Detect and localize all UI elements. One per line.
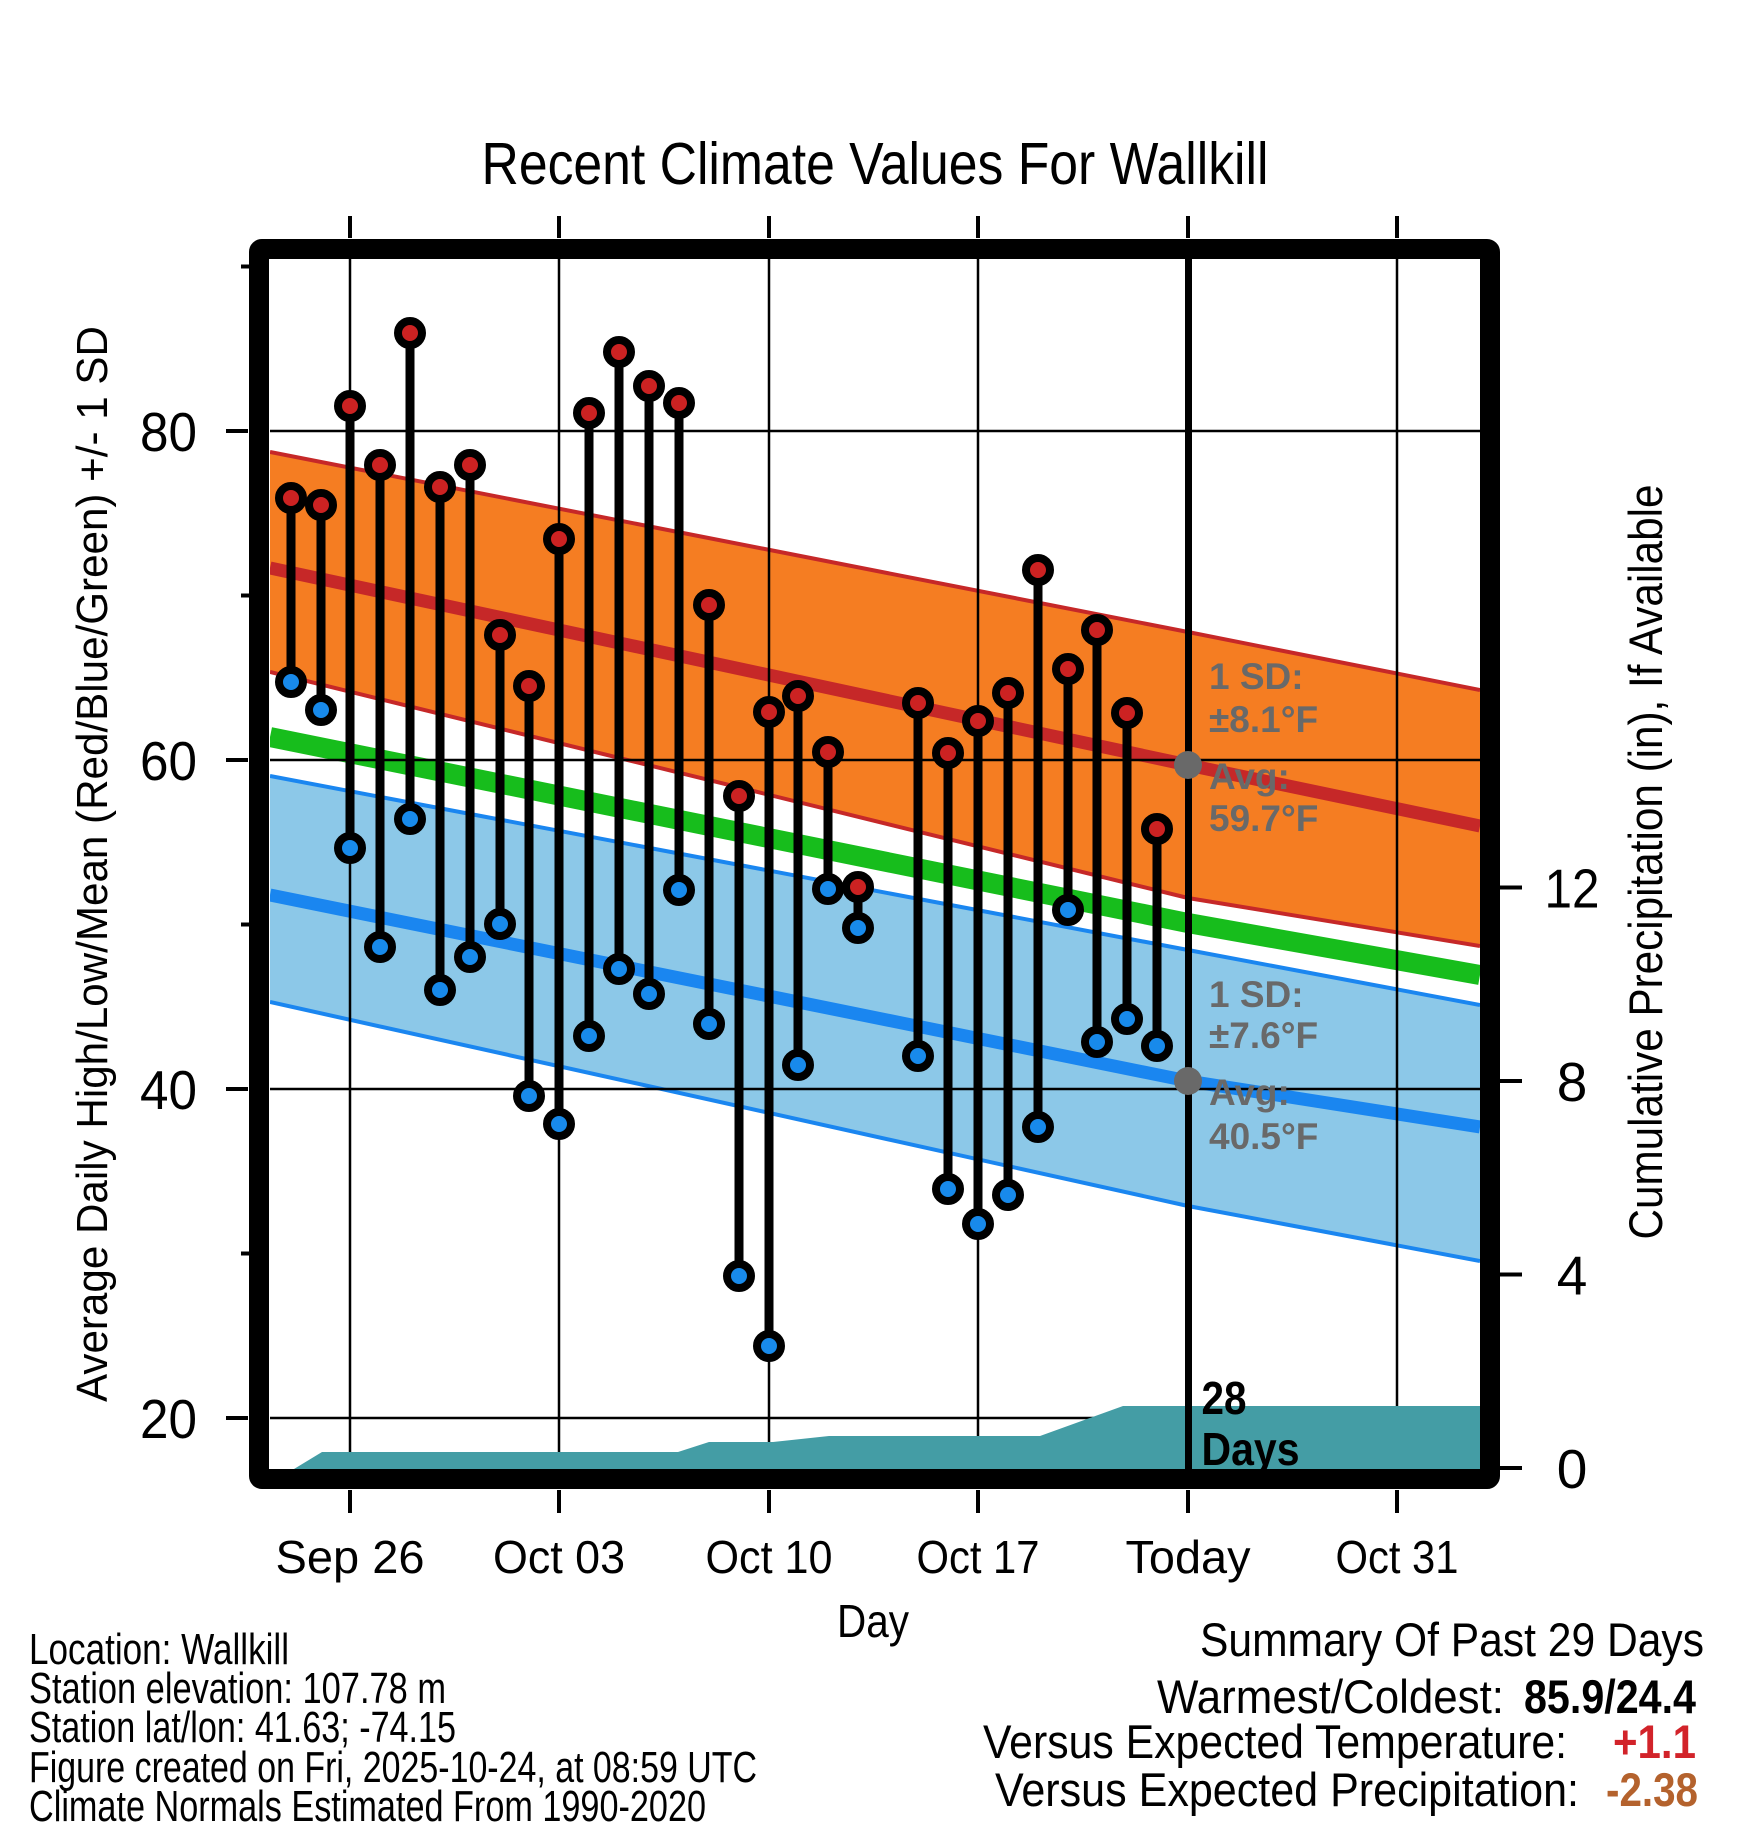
- svg-text:Figure created on Fri, 2025-10: Figure created on Fri, 2025-10-24, at 08…: [29, 1743, 757, 1792]
- svg-text:Oct 10: Oct 10: [706, 1531, 833, 1583]
- svg-text:±8.1°F: ±8.1°F: [1209, 699, 1318, 740]
- svg-text:±7.6°F: ±7.6°F: [1209, 1015, 1318, 1056]
- svg-text:85.9/24.4: 85.9/24.4: [1524, 1670, 1696, 1723]
- svg-text:Versus Expected Temperature:: Versus Expected Temperature:: [983, 1715, 1567, 1768]
- svg-text:Today: Today: [1126, 1531, 1251, 1583]
- svg-text:Days: Days: [1202, 1423, 1300, 1475]
- svg-text:+1.1: +1.1: [1613, 1715, 1696, 1768]
- svg-text:60: 60: [140, 730, 197, 792]
- svg-text:Oct 31: Oct 31: [1336, 1531, 1459, 1583]
- svg-text:Average Daily High/Low/Mean (R: Average Daily High/Low/Mean (Red/Blue/Gr…: [68, 326, 117, 1402]
- svg-text:Summary Of Past 29 Days: Summary Of Past 29 Days: [1200, 1613, 1704, 1666]
- svg-text:20: 20: [140, 1388, 197, 1450]
- svg-text:Location: Wallkill: Location: Wallkill: [29, 1625, 289, 1674]
- svg-text:59.7°F: 59.7°F: [1209, 798, 1318, 839]
- svg-text:4: 4: [1557, 1245, 1588, 1307]
- svg-text:Avg:: Avg:: [1209, 756, 1290, 797]
- svg-text:1 SD:: 1 SD:: [1209, 656, 1304, 697]
- svg-text:Oct 03: Oct 03: [493, 1531, 625, 1583]
- svg-text:Warmest/Coldest:: Warmest/Coldest:: [1157, 1670, 1504, 1723]
- svg-text:Sep 26: Sep 26: [276, 1531, 425, 1583]
- svg-text:Versus Expected Precipitation:: Versus Expected Precipitation:: [995, 1763, 1579, 1816]
- svg-text:-2.38: -2.38: [1606, 1763, 1698, 1816]
- svg-text:Day: Day: [837, 1595, 909, 1647]
- svg-text:28: 28: [1202, 1372, 1247, 1424]
- svg-text:Cumulative Precipitation (in),: Cumulative Precipitation (in), If Availa…: [1619, 485, 1672, 1240]
- svg-text:Climate Normals Estimated From: Climate Normals Estimated From 1990-2020: [29, 1782, 706, 1828]
- svg-text:1 SD:: 1 SD:: [1209, 974, 1304, 1015]
- svg-text:8: 8: [1557, 1051, 1588, 1113]
- svg-text:12: 12: [1545, 858, 1600, 920]
- svg-text:40: 40: [140, 1059, 197, 1121]
- svg-text:Oct 17: Oct 17: [917, 1531, 1040, 1583]
- svg-text:Recent Climate Values For Wall: Recent Climate Values For Wallkill: [482, 131, 1269, 197]
- svg-text:Station lat/lon: 41.63; -74.15: Station lat/lon: 41.63; -74.15: [29, 1703, 456, 1752]
- svg-text:0: 0: [1557, 1438, 1588, 1500]
- svg-text:80: 80: [140, 401, 197, 463]
- svg-text:40.5°F: 40.5°F: [1209, 1116, 1318, 1157]
- svg-text:Avg:: Avg:: [1209, 1072, 1290, 1113]
- svg-text:Station elevation: 107.78 m: Station elevation: 107.78 m: [29, 1664, 446, 1713]
